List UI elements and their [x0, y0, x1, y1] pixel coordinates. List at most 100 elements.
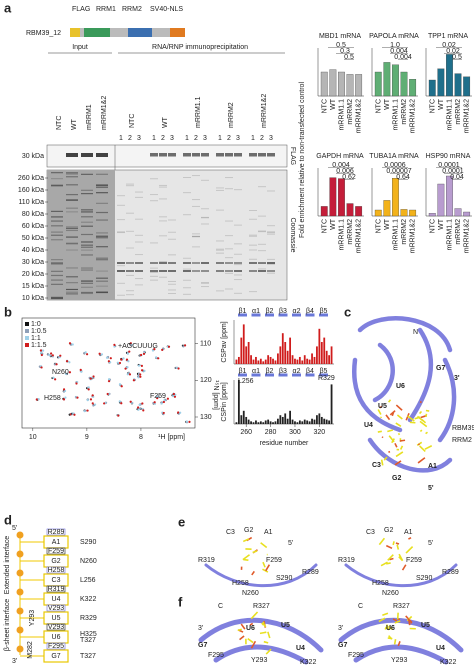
structure-label: C3 [226, 529, 235, 536]
band [150, 153, 158, 157]
residue-box [46, 566, 66, 574]
nucleotide-label: G7 [436, 365, 445, 372]
x-tick-label: NTC [375, 219, 382, 233]
gel-band [135, 284, 143, 286]
rna-stick [418, 410, 423, 415]
p-value: 1.0 [390, 42, 400, 49]
peak [139, 375, 142, 378]
gel-band [168, 293, 176, 295]
phosphate [16, 569, 24, 577]
gel-band [66, 172, 78, 174]
peak [35, 398, 38, 401]
bar [383, 200, 391, 217]
gel-band [51, 262, 63, 264]
bar [374, 71, 382, 97]
peak [183, 344, 187, 347]
rna-stick [393, 639, 397, 645]
gel-band [216, 290, 224, 292]
gel-band [192, 262, 200, 264]
structure-label: U4 [436, 645, 445, 652]
gel-band [249, 244, 257, 246]
protein-ribbon [367, 437, 453, 473]
structure-label: C3 [366, 529, 375, 536]
nucleotide-label: 3' [454, 375, 460, 382]
gel-band [66, 184, 78, 186]
marker-label: 160 kDa [18, 187, 44, 194]
peak [68, 361, 71, 364]
rna-stick [250, 611, 259, 620]
structure-label: G7 [198, 642, 207, 649]
p-value: 0.64 [396, 174, 410, 181]
rna-stick [380, 561, 388, 567]
gel-band [225, 188, 233, 190]
gel-band [225, 220, 233, 222]
rna-stick [425, 413, 428, 417]
gel-band [66, 176, 78, 178]
side-label: Y293 [29, 610, 36, 626]
protein-ribbon [353, 644, 449, 665]
rna-stick [377, 430, 382, 433]
gel-band [201, 286, 209, 288]
bar [374, 209, 382, 217]
bar [250, 355, 252, 364]
bar [286, 350, 289, 364]
structure-label: G7 [338, 642, 347, 649]
peak [177, 367, 180, 370]
structure-label: R319 [338, 557, 355, 564]
rna-stick [249, 622, 254, 626]
gel-band [168, 262, 176, 264]
rna-stick [377, 409, 382, 415]
gel-band [66, 227, 78, 230]
gel-band [201, 216, 209, 218]
peak [59, 354, 62, 357]
bar [281, 333, 284, 364]
gel-band [258, 243, 266, 245]
nucleotide-label: C3 [372, 462, 381, 469]
peak [139, 353, 143, 357]
gel-band [168, 270, 176, 272]
bar [240, 337, 243, 364]
gel-band [96, 280, 108, 282]
bar [409, 79, 417, 97]
bar [428, 213, 436, 217]
residue-box [46, 585, 66, 593]
gel-band [81, 280, 93, 282]
x-tick-label: 280 [265, 429, 277, 436]
gel-band [216, 262, 224, 264]
peak [118, 361, 122, 365]
gel-band [51, 210, 63, 212]
rna-stick [267, 631, 271, 639]
lane-label: mRRM2 [228, 102, 235, 128]
rna-stick [250, 640, 257, 649]
peak [128, 350, 131, 353]
bar [237, 380, 240, 424]
domain [128, 28, 152, 37]
bar [303, 355, 306, 364]
nucleotide-label: U4 [364, 422, 373, 429]
peak [87, 386, 90, 389]
peak [92, 404, 95, 407]
bar [428, 79, 436, 97]
nucleotide-label: G7 [51, 653, 60, 660]
bar [247, 342, 250, 364]
gel-band [51, 184, 63, 186]
x-tick-label: 8 [139, 434, 143, 441]
gel-band [81, 209, 93, 211]
domain [70, 28, 80, 37]
rna-stick [385, 414, 391, 421]
peak [73, 413, 76, 416]
gel-band [135, 241, 143, 243]
rna-stick [252, 550, 258, 554]
peak-label: H258 [44, 395, 61, 402]
gel-band [51, 259, 63, 261]
peak [113, 345, 116, 348]
rna-stick [385, 544, 393, 550]
bar [311, 418, 313, 424]
sse [265, 313, 274, 317]
rna-stick [251, 570, 255, 576]
sse-label: β3 [279, 368, 287, 375]
gel-band [96, 257, 108, 259]
gel-band [150, 178, 158, 180]
bar [446, 54, 453, 97]
sse [292, 373, 301, 377]
